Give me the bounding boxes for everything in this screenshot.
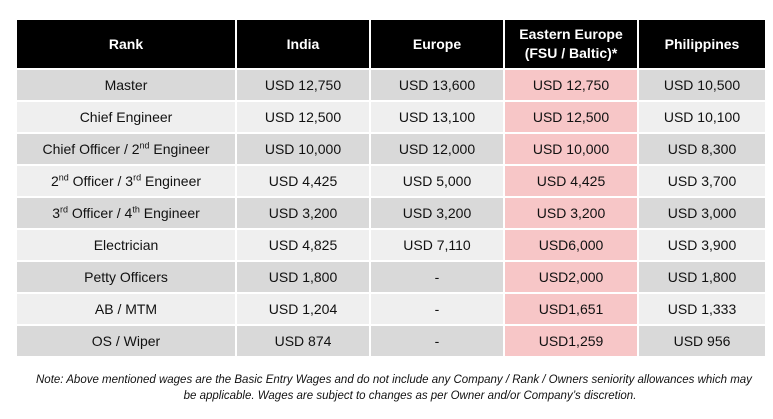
india-cell: USD 4,825	[237, 230, 369, 260]
philippines-cell: USD 1,800	[639, 262, 765, 292]
eastern-europe-cell: USD 4,425	[505, 166, 637, 196]
rank-cell: Chief Engineer	[17, 102, 235, 132]
table-row: 2nd Officer / 3rd Engineer USD 4,425 USD…	[17, 166, 765, 196]
eastern-europe-cell: USD 3,200	[505, 198, 637, 228]
eastern-europe-cell: USD2,000	[505, 262, 637, 292]
europe-cell: USD 7,110	[371, 230, 503, 260]
india-cell: USD 3,200	[237, 198, 369, 228]
europe-cell: -	[371, 326, 503, 356]
header-eastern-europe: Eastern Europe (FSU / Baltic)*	[505, 20, 637, 68]
table-row: Chief Officer / 2nd Engineer USD 10,000 …	[17, 134, 765, 164]
eastern-europe-cell: USD 12,750	[505, 70, 637, 100]
india-cell: USD 10,000	[237, 134, 369, 164]
eastern-europe-cell: USD1,259	[505, 326, 637, 356]
header-eastern-europe-line2: (FSU / Baltic)*	[524, 45, 618, 61]
europe-cell: USD 5,000	[371, 166, 503, 196]
philippines-cell: USD 3,700	[639, 166, 765, 196]
header-eastern-europe-line1: Eastern Europe	[519, 26, 623, 42]
eastern-europe-cell: USD6,000	[505, 230, 637, 260]
rank-cell: Electrician	[17, 230, 235, 260]
footnote-line1: Note: Above mentioned wages are the Basi…	[36, 374, 752, 386]
rank-cell: AB / MTM	[17, 294, 235, 324]
rank-cell: Petty Officers	[17, 262, 235, 292]
india-cell: USD 4,425	[237, 166, 369, 196]
philippines-cell: USD 1,333	[639, 294, 765, 324]
table-body: Master USD 12,750 USD 13,600 USD 12,750 …	[17, 70, 765, 356]
header-india: India	[237, 20, 369, 68]
rank-cell: Chief Officer / 2nd Engineer	[17, 134, 235, 164]
india-cell: USD 1,204	[237, 294, 369, 324]
philippines-cell: USD 8,300	[639, 134, 765, 164]
philippines-cell: USD 3,900	[639, 230, 765, 260]
footnote-line2: be applicable. Wages are subject to chan…	[183, 390, 637, 402]
footnote: Note: Above mentioned wages are the Basi…	[20, 372, 760, 404]
table-row: Master USD 12,750 USD 13,600 USD 12,750 …	[17, 70, 765, 100]
philippines-cell: USD 956	[639, 326, 765, 356]
eastern-europe-cell: USD 12,500	[505, 102, 637, 132]
europe-cell: USD 3,200	[371, 198, 503, 228]
header-row: Rank India Europe Eastern Europe (FSU / B…	[17, 20, 765, 68]
india-cell: USD 1,800	[237, 262, 369, 292]
eastern-europe-cell: USD1,651	[505, 294, 637, 324]
philippines-cell: USD 3,000	[639, 198, 765, 228]
europe-cell: -	[371, 294, 503, 324]
table-row: 3rd Officer / 4th Engineer USD 3,200 USD…	[17, 198, 765, 228]
header-rank: Rank	[17, 20, 235, 68]
india-cell: USD 874	[237, 326, 369, 356]
table-row: OS / Wiper USD 874 - USD1,259 USD 956	[17, 326, 765, 356]
india-cell: USD 12,750	[237, 70, 369, 100]
rank-cell: Master	[17, 70, 235, 100]
europe-cell: USD 13,600	[371, 70, 503, 100]
eastern-europe-cell: USD 10,000	[505, 134, 637, 164]
europe-cell: USD 12,000	[371, 134, 503, 164]
rank-cell: OS / Wiper	[17, 326, 235, 356]
header-philippines: Philippines	[639, 20, 765, 68]
india-cell: USD 12,500	[237, 102, 369, 132]
philippines-cell: USD 10,500	[639, 70, 765, 100]
table-row: Electrician USD 4,825 USD 7,110 USD6,000…	[17, 230, 765, 260]
table-row: Petty Officers USD 1,800 - USD2,000 USD …	[17, 262, 765, 292]
rank-cell: 2nd Officer / 3rd Engineer	[17, 166, 235, 196]
europe-cell: USD 13,100	[371, 102, 503, 132]
rank-cell: 3rd Officer / 4th Engineer	[17, 198, 235, 228]
header-europe: Europe	[371, 20, 503, 68]
table-header: Rank India Europe Eastern Europe (FSU / B…	[17, 20, 765, 68]
table-row: Chief Engineer USD 12,500 USD 13,100 USD…	[17, 102, 765, 132]
wages-table: Rank India Europe Eastern Europe (FSU / B…	[15, 18, 767, 358]
philippines-cell: USD 10,100	[639, 102, 765, 132]
table-row: AB / MTM USD 1,204 - USD1,651 USD 1,333	[17, 294, 765, 324]
europe-cell: -	[371, 262, 503, 292]
